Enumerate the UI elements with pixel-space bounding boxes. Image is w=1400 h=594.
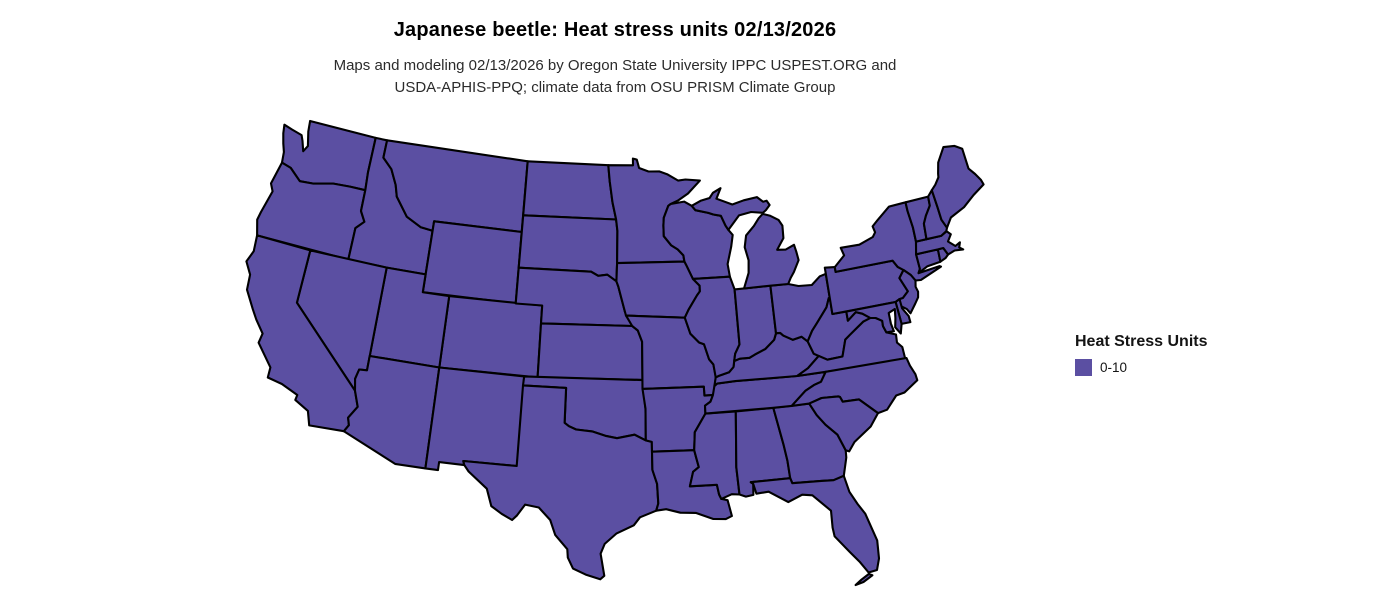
state-ks bbox=[536, 322, 644, 381]
legend: Heat Stress Units 0-10 bbox=[1075, 333, 1208, 376]
figure-title: Japanese beetle: Heat stress units 02/13… bbox=[393, 19, 837, 41]
state-nd bbox=[522, 160, 618, 221]
state-md bbox=[845, 300, 903, 335]
state-az bbox=[342, 354, 441, 470]
state-mi bbox=[690, 187, 800, 290]
subtitle-line-1: Maps and modeling 02/13/2026 by Oregon S… bbox=[333, 57, 897, 74]
legend-swatch-icon bbox=[1075, 359, 1092, 376]
subtitle-line-2: USDA-APHIS-PPQ; climate data from OSU PR… bbox=[394, 79, 836, 96]
figure-subtitle: Maps and modeling 02/13/2026 by Oregon S… bbox=[185, 55, 1045, 99]
state-wy bbox=[421, 220, 523, 305]
state-co bbox=[438, 295, 544, 379]
state-tx bbox=[462, 384, 660, 581]
state-nm bbox=[424, 366, 526, 472]
state-sc bbox=[808, 395, 880, 453]
legend-title: Heat Stress Units bbox=[1075, 333, 1208, 350]
state-ia bbox=[615, 260, 701, 319]
state-nj bbox=[898, 268, 920, 315]
legend-item: 0-10 bbox=[1075, 359, 1208, 376]
legend-item-label: 0-10 bbox=[1100, 360, 1128, 375]
state-fl bbox=[749, 474, 881, 587]
state-me bbox=[930, 144, 985, 229]
